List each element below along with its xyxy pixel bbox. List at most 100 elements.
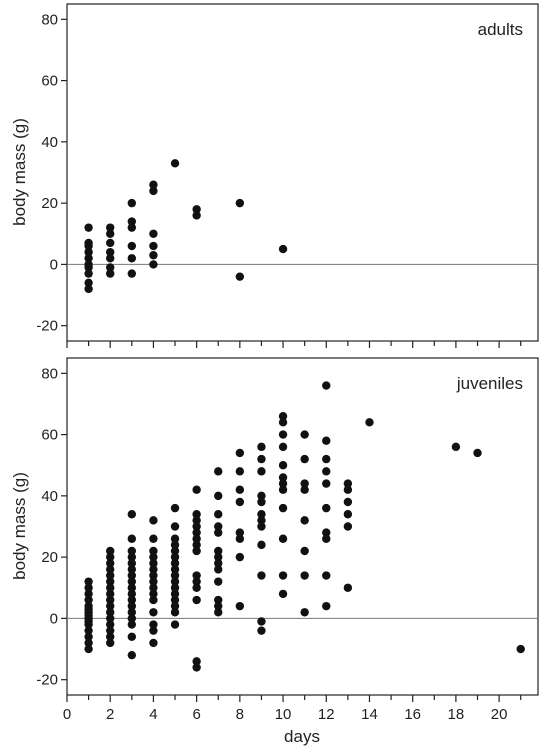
y-tick-label: -20 bbox=[36, 318, 58, 335]
data-point bbox=[343, 485, 353, 494]
y-tick-label: -20 bbox=[36, 672, 58, 689]
data-point bbox=[214, 608, 223, 617]
data-point bbox=[149, 608, 158, 617]
juveniles-panel: -20 0 20 40 60 80 0 2 4 6 8 10 12 14 16 18 20 juveniles… bbox=[10, 357, 539, 746]
data-point bbox=[127, 608, 137, 617]
data-point bbox=[257, 510, 266, 519]
data-point bbox=[149, 626, 158, 635]
data-point bbox=[106, 608, 115, 617]
data-point bbox=[278, 485, 288, 494]
data-point bbox=[278, 534, 288, 543]
data-point bbox=[278, 473, 288, 482]
y-tick-label: 20 bbox=[41, 195, 58, 212]
data-point bbox=[106, 552, 115, 562]
data-point bbox=[257, 522, 266, 531]
data-point bbox=[170, 540, 180, 550]
data-point bbox=[300, 485, 309, 494]
data-point bbox=[192, 534, 201, 543]
data-point bbox=[127, 614, 137, 623]
x-tick-label: 6 bbox=[192, 706, 200, 723]
data-point bbox=[149, 620, 158, 629]
data-point bbox=[127, 559, 137, 568]
data-point bbox=[127, 589, 137, 599]
data-point bbox=[149, 638, 158, 648]
data-point bbox=[149, 577, 158, 586]
data-point bbox=[106, 254, 115, 263]
data-point bbox=[149, 565, 158, 574]
data-point bbox=[192, 546, 201, 556]
data-point bbox=[149, 186, 158, 196]
data-point bbox=[235, 601, 245, 611]
data-point bbox=[300, 608, 309, 617]
data-point bbox=[127, 510, 137, 519]
data-point bbox=[214, 552, 223, 562]
data-point bbox=[170, 583, 180, 592]
y-tick-label: 60 bbox=[41, 73, 58, 90]
data-point bbox=[84, 223, 93, 232]
data-point bbox=[300, 516, 309, 525]
data-point bbox=[149, 552, 158, 562]
data-point bbox=[170, 552, 180, 562]
data-point bbox=[106, 247, 115, 257]
adults-y-axis-title: body mass (g) bbox=[10, 118, 29, 226]
data-point bbox=[278, 571, 288, 580]
data-point bbox=[322, 479, 331, 488]
data-point bbox=[170, 589, 180, 599]
data-point bbox=[106, 620, 115, 629]
data-point bbox=[257, 617, 266, 626]
data-point bbox=[300, 430, 309, 439]
y-tick-label: 0 bbox=[50, 256, 58, 273]
data-point bbox=[322, 601, 331, 611]
data-point bbox=[322, 467, 331, 476]
data-point bbox=[84, 278, 93, 287]
data-point bbox=[214, 595, 223, 605]
data-point bbox=[106, 614, 115, 623]
data-point bbox=[149, 229, 158, 238]
data-point bbox=[127, 595, 137, 605]
data-point bbox=[192, 577, 201, 586]
data-point bbox=[170, 577, 180, 586]
data-point bbox=[516, 644, 525, 654]
y-tick-label: 80 bbox=[41, 11, 58, 28]
data-point bbox=[127, 254, 137, 263]
data-point bbox=[343, 522, 353, 531]
data-point bbox=[127, 620, 137, 629]
data-point bbox=[343, 583, 353, 592]
data-point bbox=[84, 241, 93, 251]
data-point bbox=[235, 528, 245, 537]
data-point bbox=[127, 577, 137, 586]
data-point bbox=[257, 497, 266, 507]
data-point bbox=[127, 534, 137, 543]
data-point bbox=[84, 626, 93, 635]
y-tick-label: 40 bbox=[41, 488, 58, 505]
data-point bbox=[84, 638, 93, 648]
data-point bbox=[149, 583, 158, 592]
data-point bbox=[106, 595, 115, 605]
juveniles-y-axis-title: body mass (g) bbox=[10, 472, 29, 580]
data-point bbox=[192, 528, 201, 537]
data-point bbox=[322, 571, 331, 580]
data-point bbox=[192, 595, 201, 605]
data-point bbox=[127, 650, 137, 660]
data-point bbox=[149, 251, 158, 260]
data-point bbox=[170, 595, 180, 605]
data-point bbox=[322, 503, 331, 513]
data-point bbox=[127, 269, 137, 278]
data-point bbox=[343, 479, 353, 488]
data-point bbox=[257, 442, 266, 452]
data-point bbox=[84, 632, 93, 641]
x-tick-label: 0 bbox=[63, 706, 71, 723]
data-point bbox=[278, 244, 288, 254]
data-point bbox=[192, 522, 201, 531]
data-point bbox=[106, 223, 115, 232]
adults-panel: -20 0 20 40 60 80 adults body mass (g) bbox=[10, 3, 539, 348]
data-point bbox=[235, 497, 245, 507]
data-point bbox=[192, 516, 201, 525]
data-point bbox=[278, 430, 288, 439]
juveniles-y-ticks: -20 0 20 40 60 80 bbox=[36, 365, 67, 689]
data-point bbox=[149, 546, 158, 556]
data-point bbox=[84, 595, 93, 605]
data-point bbox=[84, 583, 93, 592]
data-point bbox=[127, 571, 137, 580]
